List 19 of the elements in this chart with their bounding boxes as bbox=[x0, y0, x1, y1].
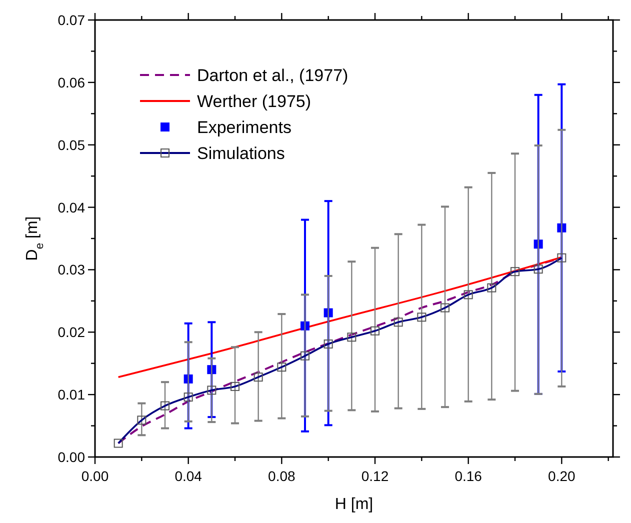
x-tick-label: 0.08 bbox=[268, 468, 296, 484]
y-tick-label: 0.01 bbox=[58, 386, 86, 403]
x-tick-label: 0.00 bbox=[81, 468, 109, 484]
x-tick-label: 0.16 bbox=[454, 468, 482, 484]
legend-label: Experiments bbox=[197, 118, 292, 137]
y-tick-label: 0.04 bbox=[58, 199, 86, 216]
y-tick-label: 0.00 bbox=[58, 449, 86, 465]
y-tick-label: 0.03 bbox=[58, 262, 86, 278]
x-axis-title: H [m] bbox=[334, 496, 374, 513]
y-tick-label: 0.02 bbox=[58, 324, 86, 340]
legend-label: Darton et al., (1977) bbox=[197, 66, 348, 85]
x-tick-label: 0.12 bbox=[361, 468, 389, 484]
x-tick-label: 0.04 bbox=[174, 468, 202, 484]
y-tick-label: 0.06 bbox=[58, 74, 86, 90]
y-tick-label: 0.07 bbox=[58, 12, 86, 28]
y-tick-label: 0.05 bbox=[58, 136, 86, 153]
legend-label: Simulations bbox=[197, 144, 285, 163]
x-tick-label: 0.20 bbox=[548, 468, 576, 484]
legend-label: Werther (1975) bbox=[197, 92, 312, 111]
